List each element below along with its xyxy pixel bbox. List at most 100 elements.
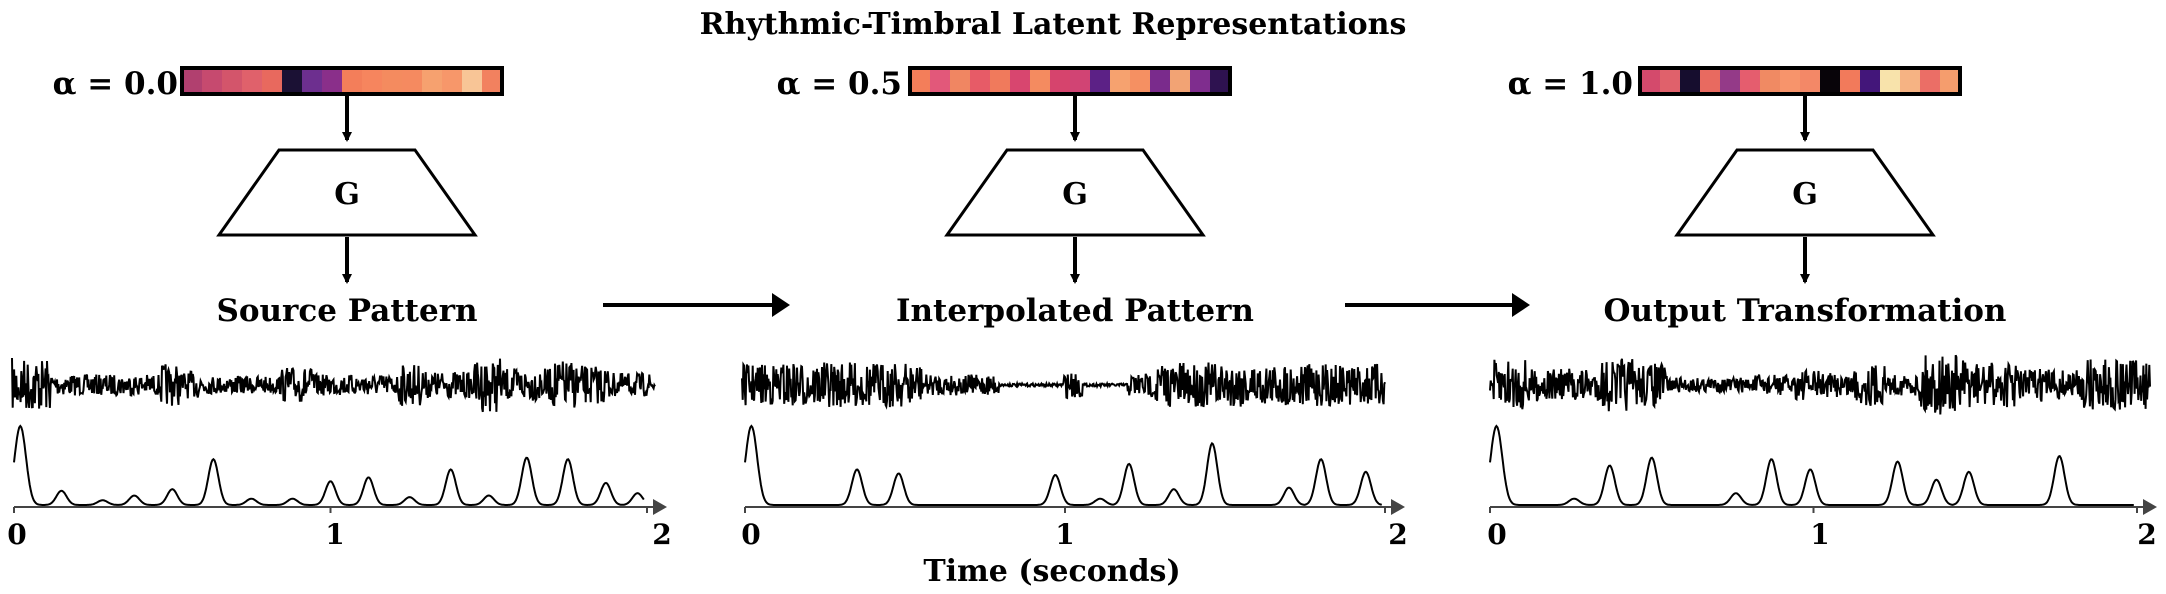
x-axis-label: Time (seconds) [923,554,1180,589]
waveform [1489,354,2151,415]
generator-label: G [334,177,360,212]
latent-cell [1150,68,1170,94]
latent-cell [322,68,342,94]
latent-cell [182,68,202,94]
generator-label: G [1792,177,1818,212]
generator-trapezoid [1674,148,1936,237]
flow-arrow-2 [1345,293,1530,317]
tick-label: 2 [1388,518,1407,551]
latent-cell [362,68,382,94]
latent-cell [1720,68,1740,94]
latent-vector [180,66,504,96]
latent-border [1638,66,1962,96]
latent-cell [1840,68,1860,94]
generator-block [1674,96,1936,284]
latent-cell [242,68,262,94]
latent-cell [422,68,442,94]
pattern-label: Interpolated Pattern [896,293,1254,329]
time-axis [13,499,667,515]
generator-block [216,96,478,284]
alpha-label: α = 0.0 [53,66,178,102]
latent-cell [402,68,422,94]
latent-cell [1010,68,1030,94]
latent-cell [970,68,990,94]
latent-cell [302,68,322,94]
onset-envelope [744,424,1382,506]
onset-envelope [1489,424,2134,507]
latent-cell [1680,68,1700,94]
latent-cell [1660,68,1680,94]
latent-cell [1760,68,1780,94]
latent-cell [1050,68,1070,94]
latent-cell [1090,68,1110,94]
tick-label: 1 [1810,518,1829,551]
flow-arrow-1 [603,293,790,317]
axis-arrowhead [1391,499,1405,515]
latent-cell [1740,68,1760,94]
latent-cell [222,68,242,94]
tick-label: 0 [1487,518,1506,551]
axis-arrowhead [653,499,667,515]
generator-trapezoid [944,148,1206,237]
latent-cell [990,68,1010,94]
figure-title: Rhythmic-Timbral Latent Representations [700,7,1407,42]
latent-cell [462,68,482,94]
axis-arrowhead [2143,499,2157,515]
latent-cell [1800,68,1820,94]
latent-cell [262,68,282,94]
alpha-label: α = 1.0 [1508,66,1633,102]
panel-interpolated: α = 0.5 G Interpolated Pattern 0 1 2 [741,66,1408,551]
latent-cell [930,68,950,94]
latent-cell [1700,68,1720,94]
onset-envelope [13,424,645,507]
pattern-label: Output Transformation [1604,293,2007,329]
time-axis [744,499,1405,515]
tick-label: 0 [741,518,760,551]
latent-cell [1940,68,1960,94]
latent-cell [1920,68,1940,94]
waveform-trace [11,357,656,413]
onset-curve [744,424,1382,506]
latent-vector [908,66,1232,96]
latent-cell [1860,68,1880,94]
latent-cell [910,68,930,94]
tick-label: 1 [1055,518,1074,551]
latent-cell [282,68,302,94]
alpha-label: α = 0.5 [777,66,902,102]
generator-label: G [1062,177,1088,212]
tick-label: 2 [652,518,671,551]
pattern-label: Source Pattern [216,293,477,329]
latent-cell [1820,68,1840,94]
latent-cell [1880,68,1900,94]
panel-output: α = 1.0 G Output Transformation 0 1 2 [1487,66,2157,551]
waveform [741,361,1386,410]
latent-cell [1170,68,1190,94]
latent-cell [342,68,362,94]
latent-cell [1190,68,1210,94]
latent-cell [1110,68,1130,94]
waveform [11,357,656,413]
generator-block [944,96,1206,284]
latent-cell [442,68,462,94]
latent-border [908,66,1232,96]
latent-vector [1638,66,1962,96]
latent-cell [950,68,970,94]
panel-source: α = 0.0 G Source Pattern 0 1 2 [7,66,672,551]
generator-trapezoid [216,148,478,237]
tick-label: 0 [7,518,26,551]
waveform-trace [1489,354,2151,415]
latent-cell [1640,68,1660,94]
tick-label: 1 [325,518,344,551]
latent-cell [1130,68,1150,94]
latent-cell [482,68,502,94]
onset-curve [1489,424,2134,507]
tick-label: 2 [2137,518,2156,551]
time-axis [1489,499,2157,515]
latent-cell [1210,68,1230,94]
latent-border [180,66,504,96]
latent-cell [1780,68,1800,94]
latent-cell [202,68,222,94]
onset-curve [13,424,645,507]
latent-cell [1070,68,1090,94]
